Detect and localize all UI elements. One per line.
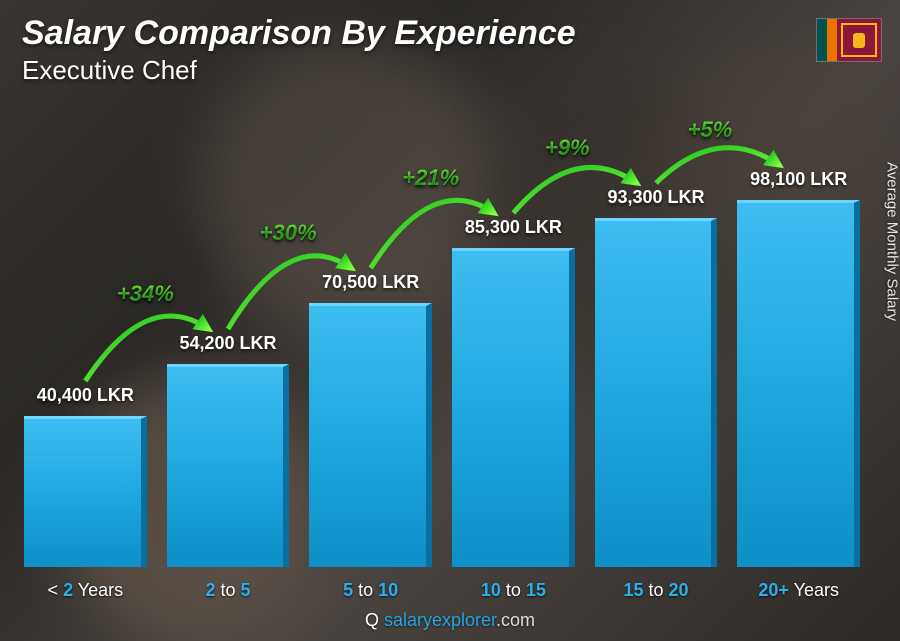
footer-brand: Q salaryexplorer.com <box>0 610 900 631</box>
x-axis-label: 15 to 20 <box>595 580 718 601</box>
bar-value-label: 54,200 LKR <box>179 333 276 354</box>
bar-value-label: 40,400 LKR <box>37 385 134 406</box>
bar <box>24 416 147 567</box>
bar-column: 93,300 LKR <box>595 187 718 567</box>
bar-column: 98,100 LKR <box>737 169 860 567</box>
bar <box>595 218 718 567</box>
x-axis-label: < 2 Years <box>24 580 147 601</box>
bar-value-label: 85,300 LKR <box>465 217 562 238</box>
bar-column: 54,200 LKR <box>167 333 290 567</box>
page-title: Salary Comparison By Experience <box>22 14 576 53</box>
bar-value-label: 98,100 LKR <box>750 169 847 190</box>
bar <box>737 200 860 567</box>
x-axis-label: 5 to 10 <box>309 580 432 601</box>
x-axis-label: 20+ Years <box>737 580 860 601</box>
x-axis-label: 10 to 15 <box>452 580 575 601</box>
bar-column: 85,300 LKR <box>452 217 575 567</box>
page-subtitle: Executive Chef <box>22 55 576 86</box>
header: Salary Comparison By Experience Executiv… <box>22 14 576 86</box>
bar <box>452 248 575 567</box>
x-axis-label: 2 to 5 <box>167 580 290 601</box>
brand-domain: salaryexplorer <box>384 610 496 630</box>
bar-value-label: 93,300 LKR <box>607 187 704 208</box>
x-axis: < 2 Years 2 to 5 5 to 10 10 to 15 15 to 20 20… <box>24 580 860 601</box>
sri-lanka-flag-icon <box>816 18 882 62</box>
brand-tld: .com <box>496 610 535 630</box>
bar <box>309 303 432 567</box>
brand-logo-icon: Q <box>365 610 379 630</box>
salary-chart: 40,400 LKR 54,200 LKR 70,500 LKR 85,300 LKR… <box>24 130 860 567</box>
bar-column: 40,400 LKR <box>24 385 147 567</box>
bar-column: 70,500 LKR <box>309 272 432 567</box>
y-axis-label: Average Monthly Salary <box>884 162 900 321</box>
bar-value-label: 70,500 LKR <box>322 272 419 293</box>
bar <box>167 364 290 567</box>
